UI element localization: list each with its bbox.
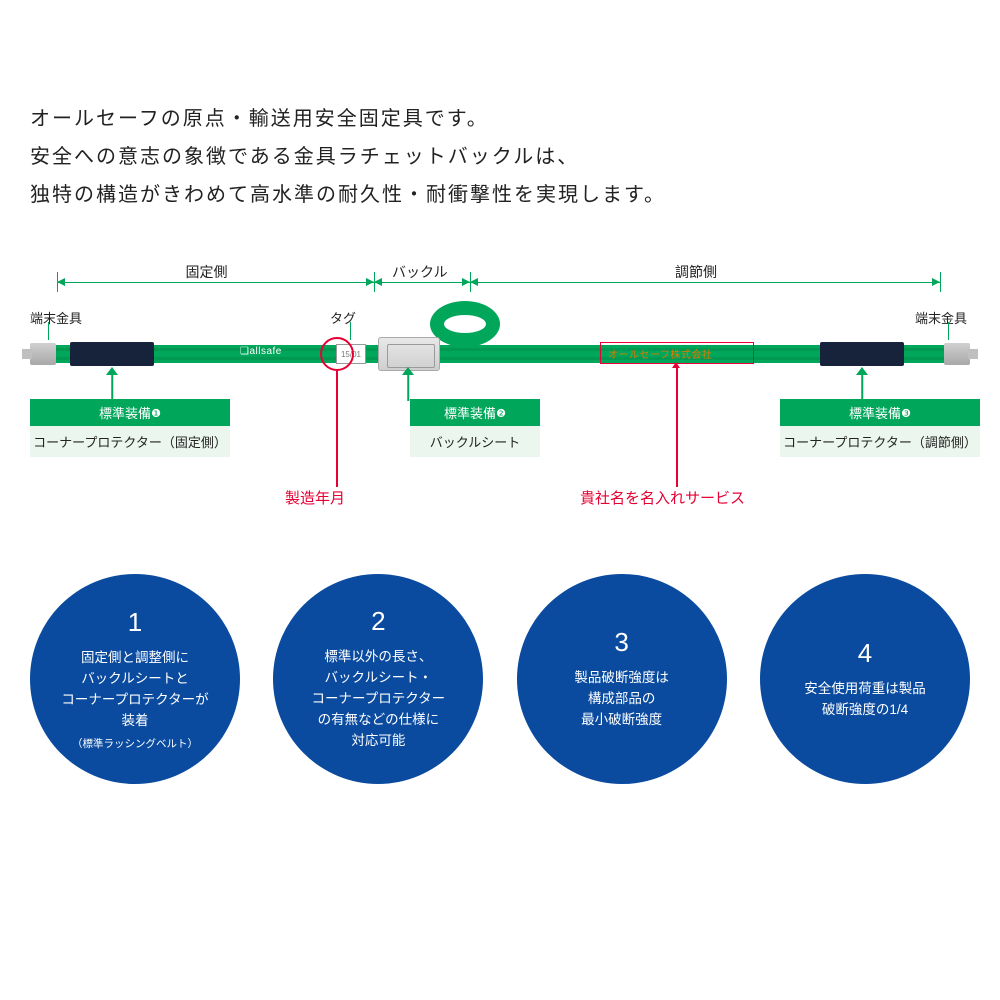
intro-line-2: 安全への意志の象徴である金具ラチェットバックルは、: [30, 138, 970, 176]
feature-1: 1固定側と調整側にバックルシートとコーナープロテクターが装着（標準ラッシングベル…: [30, 574, 240, 784]
strap-diagram: 固定側 バックル 調節側端末金具 タグ 端末金具 15/01❏allsafeオールセーフ株…: [30, 264, 970, 544]
intro-line-3: 独特の構造がきわめて高水準の耐久性・耐衝撃性を実現します。: [30, 176, 970, 214]
mfg-date-label: 製造年月: [285, 487, 345, 508]
dim-buckle: バックル: [392, 262, 448, 282]
callout-2: 標準装備❷バックルシート: [410, 399, 540, 457]
strap: 15/01❏allsafeオールセーフ株式会社: [30, 339, 970, 369]
dim-fixed: 固定側: [186, 262, 228, 282]
intro-line-1: オールセーフの原点・輸送用安全固定具です。: [30, 100, 970, 138]
dim-adjust: 調節側: [675, 262, 717, 282]
small-label-tag: タグ: [330, 308, 356, 327]
callout-1: 標準装備❶コーナープロテクター（固定側）: [30, 399, 230, 457]
feature-2: 2標準以外の長さ、バックルシート・コーナープロテクターの有無などの仕様に対応可能: [273, 574, 483, 784]
small-label-end_left: 端末金具: [30, 308, 82, 327]
feature-4: 4安全使用荷重は製品破断強度の1/4: [760, 574, 970, 784]
name-service-label: 貴社名を名入れサービス: [580, 487, 745, 508]
feature-3: 3製品破断強度は構成部品の最小破断強度: [517, 574, 727, 784]
small-label-end_right: 端末金具: [915, 308, 967, 327]
feature-circles: 1固定側と調整側にバックルシートとコーナープロテクターが装着（標準ラッシングベル…: [30, 574, 970, 784]
intro-text: オールセーフの原点・輸送用安全固定具です。 安全への意志の象徴である金具ラチェッ…: [30, 100, 970, 214]
callout-3: 標準装備❸コーナープロテクター（調節側）: [780, 399, 980, 457]
